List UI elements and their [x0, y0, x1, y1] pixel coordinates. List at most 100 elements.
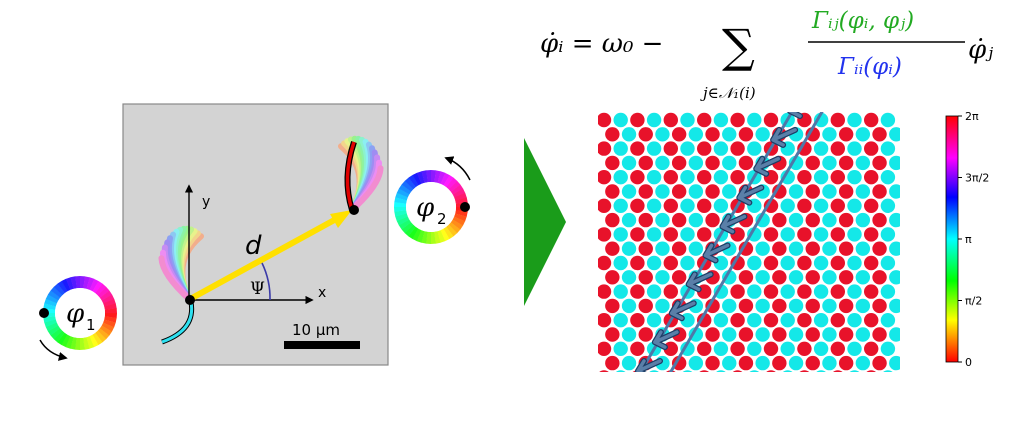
ring-segment — [101, 322, 115, 332]
lattice-dot — [838, 241, 854, 256]
lattice-dot — [713, 313, 729, 328]
ring-segment — [61, 334, 71, 348]
ring-segment — [57, 280, 68, 294]
lattice-dot — [797, 198, 812, 213]
ring-segment — [408, 174, 419, 188]
lattice-dot — [797, 341, 812, 356]
lattice-dot — [638, 298, 653, 314]
ring-segment — [70, 276, 77, 289]
lattice-dot — [788, 355, 804, 371]
lattice-dot — [732, 370, 743, 372]
colorbar-tick-label: π — [965, 233, 972, 246]
lattice-dot — [613, 112, 628, 128]
ring-segment — [45, 322, 59, 332]
lattice-dot — [713, 170, 729, 185]
lattice-dot — [889, 270, 900, 285]
lattice-dot — [621, 212, 637, 228]
cilium-stroke — [158, 255, 193, 303]
lattice-dot — [872, 241, 887, 256]
ring-segment — [99, 290, 113, 301]
lattice-dot — [805, 241, 820, 256]
lattice-dot — [605, 270, 620, 285]
lattice-dot — [755, 327, 770, 342]
lattice-dot — [613, 341, 628, 356]
ring-segment — [398, 184, 412, 195]
ring-segment — [70, 337, 77, 350]
lattice-dot — [598, 227, 612, 242]
phase-ring-2-inner — [406, 182, 456, 232]
y-axis-label: y — [202, 194, 210, 210]
ring-segment — [440, 172, 450, 186]
lattice-dot — [864, 141, 879, 156]
lattice-dot — [747, 313, 762, 328]
lattice-dot — [855, 270, 871, 285]
lattice-dot — [688, 241, 704, 256]
lattice-dot — [598, 170, 612, 185]
lattice-dot — [646, 284, 662, 299]
lattice-dot — [638, 241, 653, 256]
lattice-dot — [655, 184, 670, 199]
lattice-dot — [797, 141, 812, 156]
lattice-dot — [813, 284, 829, 299]
lattice-dot — [872, 127, 887, 142]
lattice-dot — [638, 270, 653, 285]
lattice-dot — [763, 227, 779, 242]
wave-arrow — [771, 128, 797, 147]
ring-segment — [65, 336, 74, 349]
lattice-dot — [713, 141, 729, 156]
phase-ring-2-subscript: 2 — [437, 210, 447, 228]
scalebar — [284, 341, 360, 349]
lattice-dot — [855, 241, 871, 256]
lattice-dot — [880, 170, 896, 185]
ring-segment — [89, 334, 99, 348]
lattice-dot — [889, 355, 900, 371]
ring-segment — [101, 294, 115, 304]
ring-segment — [97, 286, 110, 298]
colorbar-tick-label: 3π/2 — [965, 171, 989, 184]
lattice-dot — [630, 284, 645, 299]
lattice-dot — [605, 184, 620, 199]
lattice-dot — [830, 198, 845, 213]
lattice-dot — [805, 212, 820, 228]
lattice-dot — [830, 313, 845, 328]
lattice-dot — [864, 198, 879, 213]
lattice-dot — [805, 127, 820, 142]
phase-lattice — [598, 112, 900, 372]
lattice-dot — [838, 327, 854, 342]
ring-segment — [443, 226, 454, 240]
wave-arrow — [754, 157, 780, 176]
lattice-dot — [855, 355, 871, 371]
ring-segment — [47, 325, 61, 336]
lattice-dot — [772, 355, 787, 371]
ring-segment — [437, 171, 446, 184]
lattice-dot — [880, 198, 896, 213]
lattice-dot — [613, 141, 628, 156]
lattice-dot — [855, 184, 871, 199]
lattice-dot — [613, 198, 628, 213]
phase-ring-1-rotation-arrow — [39, 339, 68, 361]
lattice-dot — [680, 255, 695, 271]
lattice-dot — [755, 355, 770, 371]
lattice-dot — [763, 284, 779, 299]
ring-segment — [47, 290, 61, 301]
lattice-dot — [705, 127, 720, 142]
colorbar-tick-label: 2π — [965, 110, 979, 123]
lattice-dot — [755, 298, 770, 314]
lattice-dot — [813, 198, 829, 213]
ring-segment — [83, 337, 90, 350]
lattice-dot — [680, 141, 695, 156]
ring-segment — [454, 213, 467, 222]
lattice-dot — [883, 370, 893, 372]
lattice-dot — [688, 355, 704, 371]
lattice-dot — [598, 198, 612, 213]
lattice-dot — [663, 255, 678, 271]
scalebar-label: 10 μm — [292, 321, 340, 339]
lattice-dot — [638, 184, 653, 199]
ring-segment — [86, 336, 95, 349]
lattice-dot — [646, 227, 662, 242]
lattice-dot — [621, 184, 637, 199]
wave-band — [635, 112, 824, 372]
lattice-dot — [666, 370, 676, 372]
lattice-dot — [738, 355, 754, 371]
